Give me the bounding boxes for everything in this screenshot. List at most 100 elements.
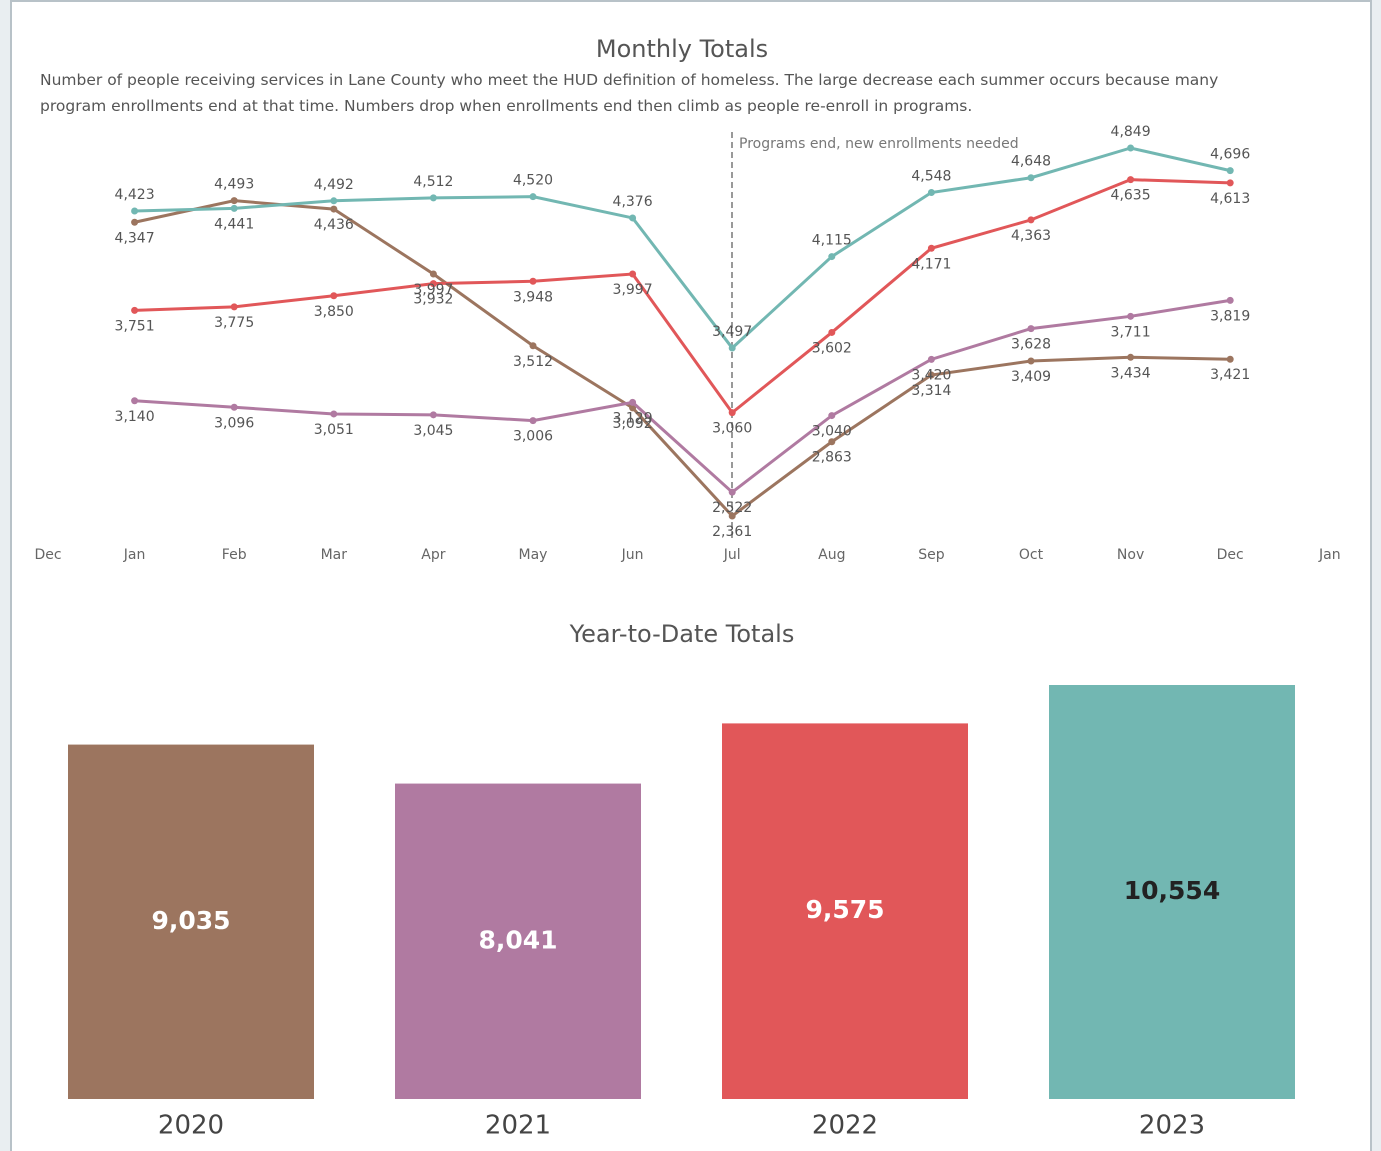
data-label: 9,035 <box>151 906 230 935</box>
data-point <box>828 328 836 336</box>
data-point <box>429 194 437 202</box>
data-point <box>330 205 338 213</box>
x-tick-label: 2021 <box>485 1111 551 1141</box>
data-label: 4,347 <box>115 230 155 246</box>
data-point <box>927 371 935 379</box>
data-label: 4,613 <box>1210 191 1250 207</box>
data-point <box>828 438 836 446</box>
bar <box>395 783 641 1099</box>
data-point <box>927 189 935 197</box>
data-point <box>1127 353 1135 361</box>
data-label: 3,512 <box>513 354 553 370</box>
data-point <box>429 280 437 288</box>
data-label: 4,696 <box>1210 147 1250 163</box>
data-label: 3,420 <box>911 367 951 383</box>
x-tick-label: 2020 <box>158 1111 224 1141</box>
bar <box>722 723 968 1099</box>
data-label: 4,436 <box>314 217 354 233</box>
data-label: 4,492 <box>314 177 354 193</box>
annotation: Programs end, new enrollments needed <box>739 136 1019 152</box>
data-point <box>230 403 238 411</box>
data-label: 3,948 <box>513 289 553 305</box>
data-label: 3,751 <box>115 318 155 334</box>
data-point <box>429 411 437 419</box>
data-label: 3,314 <box>911 383 951 399</box>
data-label: 4,441 <box>214 216 254 232</box>
data-point <box>1027 357 1035 365</box>
data-label: 2,863 <box>812 450 852 466</box>
data-label: 3,434 <box>1111 365 1151 381</box>
data-label: 3,602 <box>812 340 852 356</box>
data-point <box>828 412 836 420</box>
x-tick-label: May <box>519 547 548 563</box>
data-label: 3,409 <box>1011 369 1051 385</box>
data-label: 3,096 <box>214 415 254 431</box>
x-tick-label: Jan <box>1318 547 1341 563</box>
data-label: 3,819 <box>1210 308 1250 324</box>
chart-title: Year-to-Date Totals <box>569 620 795 648</box>
data-point <box>1127 144 1135 152</box>
data-label: 3,051 <box>314 422 354 438</box>
data-point <box>629 214 637 222</box>
data-label: 3,997 <box>413 282 453 298</box>
data-label: 4,423 <box>115 187 155 203</box>
data-label: 4,171 <box>911 256 951 272</box>
data-point <box>1027 325 1035 333</box>
x-tick-label: Jun <box>621 547 644 563</box>
data-label: 3,421 <box>1210 367 1250 383</box>
data-point <box>1027 216 1035 224</box>
data-label: 4,363 <box>1011 228 1051 244</box>
data-label: 4,849 <box>1111 124 1151 140</box>
x-tick-label: Dec <box>34 547 61 563</box>
data-point <box>330 197 338 205</box>
data-label: 3,140 <box>115 409 155 425</box>
data-point <box>828 253 836 261</box>
data-label: 4,512 <box>413 174 453 190</box>
data-label: 3,775 <box>214 315 254 331</box>
data-point <box>529 342 537 350</box>
data-label: 4,635 <box>1111 188 1151 204</box>
x-tick-label: Nov <box>1117 547 1144 563</box>
data-label: 4,548 <box>911 169 951 185</box>
data-point <box>728 512 736 520</box>
data-label: 3,850 <box>314 304 354 320</box>
data-label: 3,040 <box>812 424 852 440</box>
x-tick-label: Jul <box>723 547 741 563</box>
data-point <box>1226 167 1234 175</box>
data-point <box>330 410 338 418</box>
data-label: 3,932 <box>413 292 453 308</box>
data-label: 9,575 <box>805 895 884 924</box>
bar <box>1049 685 1295 1099</box>
data-label: 4,520 <box>513 173 553 189</box>
data-point <box>529 277 537 285</box>
series-line <box>134 146 1231 351</box>
data-point <box>1226 296 1234 304</box>
data-point <box>629 270 637 278</box>
data-point <box>529 193 537 201</box>
data-label: 3,711 <box>1111 324 1151 340</box>
x-tick-label: Dec <box>1217 547 1244 563</box>
data-label: 3,129 <box>613 410 653 426</box>
data-point <box>629 398 637 406</box>
data-point <box>131 207 139 215</box>
x-tick-label: Apr <box>421 547 445 563</box>
data-label: 4,648 <box>1011 154 1051 170</box>
data-point <box>1127 176 1135 184</box>
bar <box>68 744 314 1099</box>
data-label: 2,361 <box>712 524 752 540</box>
data-point <box>131 306 139 314</box>
data-label: 10,554 <box>1124 876 1220 905</box>
chart-subtitle: Number of people receiving services in L… <box>40 71 1219 115</box>
data-label: 8,041 <box>478 925 557 954</box>
series-line <box>134 178 1231 415</box>
data-point <box>728 488 736 496</box>
data-point <box>728 344 736 352</box>
data-label: 3,045 <box>413 423 453 439</box>
data-point <box>230 303 238 311</box>
data-label: 3,997 <box>613 282 653 298</box>
data-label: 4,493 <box>214 177 254 193</box>
data-point <box>429 270 437 278</box>
data-point <box>728 409 736 417</box>
data-label: 4,115 <box>812 233 852 249</box>
x-tick-label: Feb <box>222 547 247 563</box>
